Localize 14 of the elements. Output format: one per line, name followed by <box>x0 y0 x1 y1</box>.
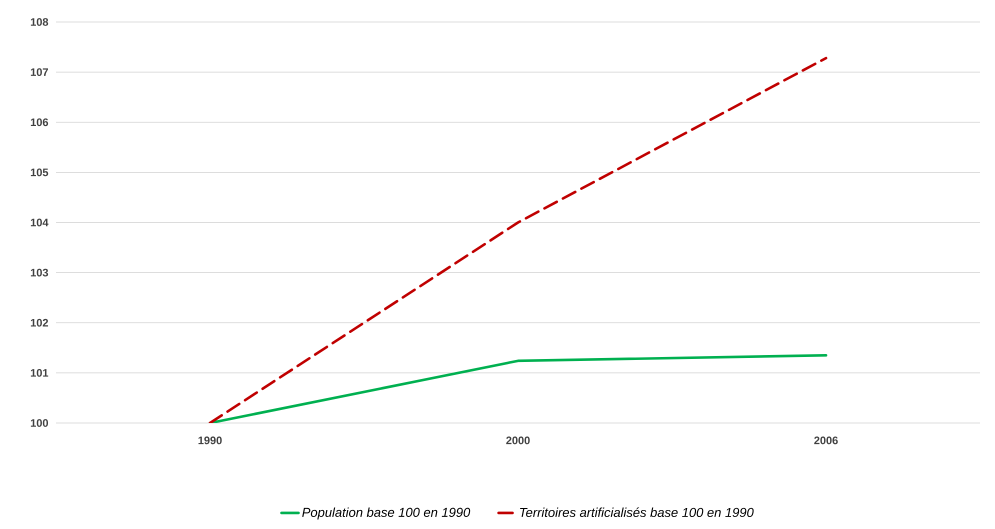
y-tick-label: 100 <box>30 419 48 427</box>
x-tick-label: 2000 <box>506 436 530 444</box>
y-tick-label: 108 <box>30 18 48 26</box>
y-tick-label: 104 <box>30 218 48 226</box>
y-tick-label: 105 <box>30 168 48 176</box>
y-tick-label: 106 <box>30 118 48 126</box>
x-tick-label: 1990 <box>198 436 222 444</box>
legend-label: Territoires artificialisés base 100 en 1990 <box>520 507 754 518</box>
legend-label: Population base 100 en 1990 <box>302 507 470 520</box>
y-tick-label: 102 <box>30 318 48 327</box>
y-tick-label: 103 <box>30 268 48 277</box>
y-tick-label: 101 <box>30 369 48 377</box>
y-tick-label: 107 <box>30 68 48 76</box>
x-tick-label: 2006 <box>814 436 838 444</box>
